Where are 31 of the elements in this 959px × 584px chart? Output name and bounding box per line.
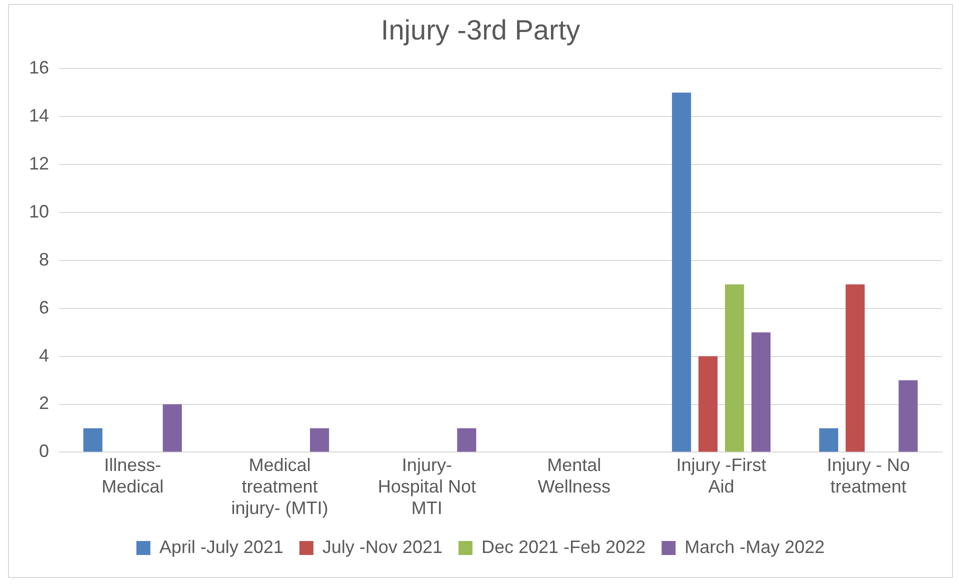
y-tick-label: 6 xyxy=(39,297,50,318)
y-tick-label: 4 xyxy=(39,345,50,366)
y-tick-label: 0 xyxy=(39,441,50,462)
bar xyxy=(672,92,692,452)
bar xyxy=(751,332,771,452)
bar xyxy=(457,428,476,452)
x-tick-label: Injury-Hospital Not MTI xyxy=(378,454,476,518)
bar xyxy=(898,380,918,452)
y-tick-label: 16 xyxy=(28,58,50,78)
y-tick-label: 2 xyxy=(39,393,50,414)
bar xyxy=(819,428,838,452)
x-tick-label: Injury -First Aid xyxy=(676,454,766,497)
legend-label: March -May 2022 xyxy=(684,536,825,557)
y-tick-label: 8 xyxy=(39,249,50,270)
bar xyxy=(310,428,330,452)
x-tick-label: Injury - No treatment xyxy=(826,454,910,497)
legend-label: April -July 2021 xyxy=(159,536,284,557)
bar xyxy=(698,356,718,452)
x-tick-label: Mental Wellness xyxy=(538,454,610,497)
chart-title: Injury -3rd Party xyxy=(380,14,580,46)
bar xyxy=(846,284,865,452)
y-tick-label: 12 xyxy=(28,153,50,174)
x-tick-label: Illness-Medical xyxy=(102,454,164,497)
legend-label: Dec 2021 -Feb 2022 xyxy=(481,536,646,557)
legend-label: July -Nov 2021 xyxy=(322,536,442,557)
bar xyxy=(83,428,102,452)
bar xyxy=(724,284,744,452)
y-tick-label: 14 xyxy=(28,106,50,126)
x-tick-label: Medical treatment injury- (MTI) xyxy=(231,454,328,518)
y-tick-label: 10 xyxy=(28,201,50,222)
bar xyxy=(162,404,182,452)
